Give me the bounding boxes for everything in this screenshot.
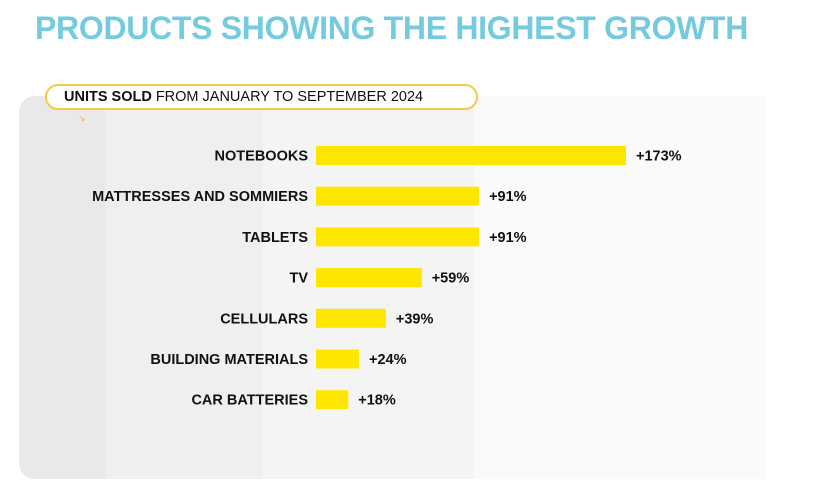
value-label: +91% [489, 189, 527, 205]
subtitle-bold: UNITS SOLD [64, 89, 152, 105]
value-label: +18% [358, 393, 396, 409]
arrow-down-right-icon: ↘ [78, 113, 86, 123]
category-label: TABLETS [242, 230, 308, 246]
bar [316, 227, 480, 247]
subtitle-text: FROM JANUARY TO SEPTEMBER 2024 [155, 89, 424, 105]
value-label: +39% [396, 311, 434, 327]
bar [316, 308, 386, 328]
value-label: +91% [489, 230, 527, 246]
category-label: MATTRESSES AND SOMMIERS [92, 189, 308, 205]
bar [316, 186, 480, 206]
category-label: NOTEBOOKS [215, 149, 309, 165]
bar [316, 390, 349, 410]
category-label: CAR BATTERIES [191, 393, 308, 409]
category-label: BUILDING MATERIALS [150, 352, 308, 368]
subtitle-pill: UNITS SOLD FROM JANUARY TO SEPTEMBER 202… [45, 84, 478, 110]
value-label: +59% [432, 271, 470, 287]
bar [316, 349, 360, 369]
value-label: +173% [636, 149, 682, 165]
bar [316, 146, 626, 165]
value-label: +24% [369, 352, 407, 368]
category-label: TV [289, 271, 308, 287]
bar [316, 268, 422, 288]
page-title: PRODUCTS SHOWING THE HIGHEST GROWTH [35, 10, 749, 46]
category-label: CELLULARS [220, 311, 308, 327]
